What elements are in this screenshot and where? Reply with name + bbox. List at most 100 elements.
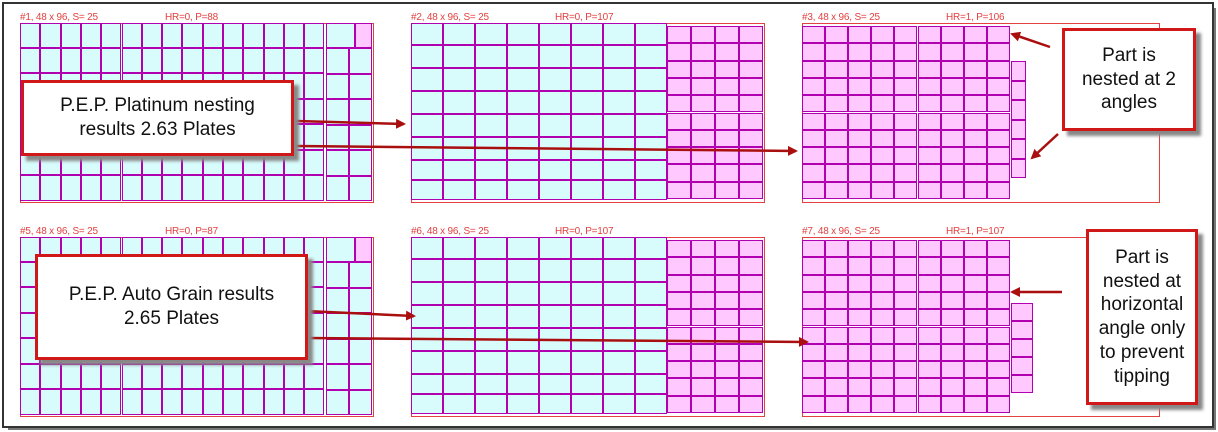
nested-part — [475, 351, 507, 374]
nested-part — [825, 309, 849, 327]
nested-part — [963, 164, 987, 182]
nested-part — [715, 257, 739, 275]
nested-part — [739, 181, 763, 199]
nested-part — [963, 43, 987, 61]
nested-part — [894, 309, 918, 327]
nested-part — [475, 374, 507, 394]
nested-part — [326, 150, 349, 176]
nested-part — [1011, 357, 1033, 375]
nested-part — [60, 48, 81, 73]
nested-part — [101, 175, 122, 201]
nested-part — [802, 378, 826, 396]
nested-part — [871, 274, 895, 292]
nested-part — [603, 305, 635, 328]
nested-part — [141, 48, 163, 73]
nested-part — [349, 73, 372, 99]
nested-part — [940, 343, 964, 362]
nested-part — [691, 77, 715, 96]
nested-part — [571, 23, 603, 45]
nested-part — [539, 237, 571, 259]
nested-part — [986, 77, 1010, 96]
nested-part — [848, 274, 872, 292]
nested-part — [571, 180, 603, 200]
nested-part — [243, 23, 264, 48]
nested-part — [802, 343, 826, 362]
nested-part — [963, 112, 987, 130]
nested-part — [963, 361, 987, 379]
nested-part — [539, 282, 571, 305]
sheet-7-label: #7, 48 x 96, S= 25 — [802, 226, 880, 237]
nested-part — [60, 23, 81, 48]
nested-part — [507, 259, 539, 282]
nested-part — [1011, 158, 1026, 178]
nested-part — [475, 160, 507, 180]
nested-part — [871, 164, 895, 182]
nested-part — [349, 262, 372, 288]
nested-part — [940, 95, 964, 113]
nested-part — [940, 112, 964, 130]
nested-part — [243, 48, 264, 73]
nested-part — [202, 23, 223, 48]
nested-part — [539, 160, 571, 180]
nested-part — [917, 112, 941, 130]
nested-part — [871, 60, 895, 78]
nested-part — [963, 77, 987, 96]
nested-part — [825, 240, 849, 258]
nested-part — [667, 181, 691, 199]
nested-part — [691, 326, 715, 344]
nested-part — [667, 361, 691, 379]
nested-part — [825, 129, 849, 148]
nested-part — [986, 181, 1010, 199]
nested-part — [986, 395, 1010, 413]
nested-part — [443, 180, 475, 200]
nested-part — [871, 343, 895, 362]
nested-part — [986, 378, 1010, 396]
nested-part — [667, 395, 691, 413]
nested-part — [986, 147, 1010, 165]
nested-part — [475, 259, 507, 282]
nested-part — [848, 26, 872, 44]
nested-part — [917, 257, 941, 275]
nested-part — [539, 91, 571, 114]
nested-part — [121, 175, 142, 201]
nested-part — [715, 309, 739, 327]
nested-part — [825, 60, 849, 78]
nested-part — [894, 181, 918, 199]
nested-part — [963, 181, 987, 199]
nested-part — [507, 351, 539, 374]
nested-part — [304, 237, 325, 262]
nested-part — [871, 257, 895, 275]
nested-part — [475, 305, 507, 328]
nested-part — [539, 23, 571, 45]
nested-part — [101, 23, 122, 48]
arrow-to-sheet-7 — [305, 336, 809, 347]
sheet-1-hr-p: HR=0, P=88 — [165, 12, 219, 23]
horizontal-line-3: horizontal — [1100, 294, 1184, 316]
nested-part — [963, 26, 987, 44]
horizontal-line-5: to prevent — [1099, 341, 1185, 363]
nested-part — [667, 147, 691, 165]
nested-part — [326, 23, 355, 48]
nested-part — [507, 160, 539, 180]
nested-part — [917, 60, 941, 78]
nested-part — [349, 48, 372, 74]
nested-part — [894, 164, 918, 182]
nested-part — [507, 45, 539, 68]
nested-part — [739, 112, 763, 130]
nested-part — [871, 26, 895, 44]
nested-part — [917, 129, 941, 148]
nested-part — [571, 259, 603, 282]
nested-part — [182, 389, 203, 415]
nested-part — [304, 48, 325, 73]
nested-part — [603, 114, 635, 137]
nested-part — [940, 378, 964, 396]
nested-part — [894, 240, 918, 258]
nested-part — [1011, 139, 1026, 159]
two-angles-line-1: Part is — [1102, 44, 1156, 66]
arrow-angle-side — [1030, 133, 1059, 160]
nested-part — [326, 99, 349, 125]
nested-part — [667, 240, 691, 258]
nested-part — [986, 291, 1010, 310]
nested-part — [894, 291, 918, 310]
nested-part — [894, 77, 918, 96]
